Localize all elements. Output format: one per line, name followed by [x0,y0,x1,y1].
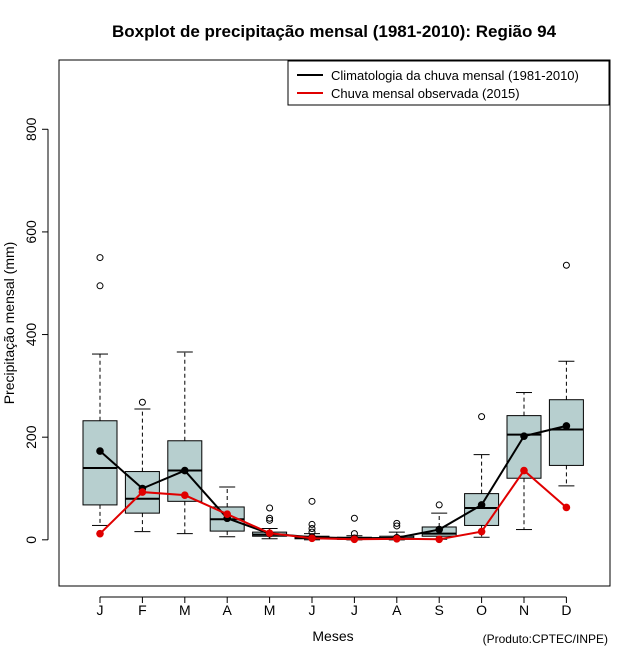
outlier-point [138,398,146,406]
legend-frame [287,60,610,106]
outlier-point [308,497,316,505]
boxes-layer [82,96,584,541]
series-point-1 [477,527,486,536]
box-11 [548,261,584,487]
outlier-point [266,516,274,524]
series-point-1 [393,534,401,543]
outlier-point [478,413,486,421]
box-body [506,415,542,479]
y-tick-label: 200 [23,425,39,449]
outlier-point [393,522,401,530]
box-body [82,420,118,506]
outlier-point [96,254,104,262]
series-line-1 [99,469,568,541]
series-point-0 [96,447,104,455]
y-tick-label: 400 [23,323,39,347]
box-body [464,493,500,526]
box-0 [82,254,118,526]
x-tick-label: S [435,602,444,618]
box-2 [167,351,203,535]
series-point-0 [562,422,571,430]
outlier-point [308,525,316,533]
box-8 [421,501,457,540]
x-axis-label: Meses [312,628,353,644]
x-tick-label: N [519,602,529,618]
x-tick-label: O [476,602,487,618]
series-point-1 [308,534,316,543]
credit-text: (Produto:CPTEC/INPE) [483,632,608,646]
y-tick-label: 600 [23,220,39,244]
series-point-1 [562,503,571,512]
box-9 [464,413,500,538]
series-line-0 [99,424,567,540]
x-tick-label: M [264,602,276,618]
series-point-0 [520,432,528,440]
legend-label-observed: Chuva mensal observada (2015) [331,86,520,101]
series-point-0 [181,466,189,475]
series-point-1 [350,535,359,544]
x-tick-label: M [179,602,191,618]
x-tick-label: F [138,602,147,618]
box-1 [124,398,160,533]
x-tick-label: J [97,602,104,618]
outlier-point [435,501,443,509]
y-tick-label: 0 [23,536,39,544]
x-tick-label: J [309,602,316,618]
series-point-1 [96,529,104,538]
box-body [548,399,584,466]
series-point-0 [435,525,444,534]
box-10 [506,96,542,531]
outlier-point [266,504,274,512]
outlier-point [393,519,401,527]
legend-label-climatology: Climatologia da chuva mensal (1981-2010) [331,68,579,83]
outlier-point [96,282,104,290]
series-point-1 [181,491,189,499]
y-tick-label: 800 [23,117,39,141]
y-axis-label: Precipitação mensal (mm) [1,242,17,405]
series-point-1 [138,488,147,496]
plot-frame [58,59,611,587]
outlier-point [266,514,274,522]
series-point-0 [477,501,486,509]
series-point-1 [520,466,528,475]
x-tick-label: A [223,602,233,618]
series-point-1 [435,535,444,544]
outlier-point [562,261,570,269]
series-point-1 [265,529,274,537]
chart-title: Boxplot de precipitação mensal (1981-201… [112,22,557,41]
x-tick-label: J [351,602,358,618]
outlier-point [350,514,358,522]
x-tick-label: A [392,602,402,618]
outlier-point [308,520,316,528]
series-layer [96,422,571,544]
x-tick-label: D [561,602,571,618]
axes-layer: 0 200 400 600 800 J F M A M J J A S O N D [23,117,571,618]
series-point-1 [223,510,231,518]
legend: Climatologia da chuva mensal (1981-2010)… [287,60,610,106]
